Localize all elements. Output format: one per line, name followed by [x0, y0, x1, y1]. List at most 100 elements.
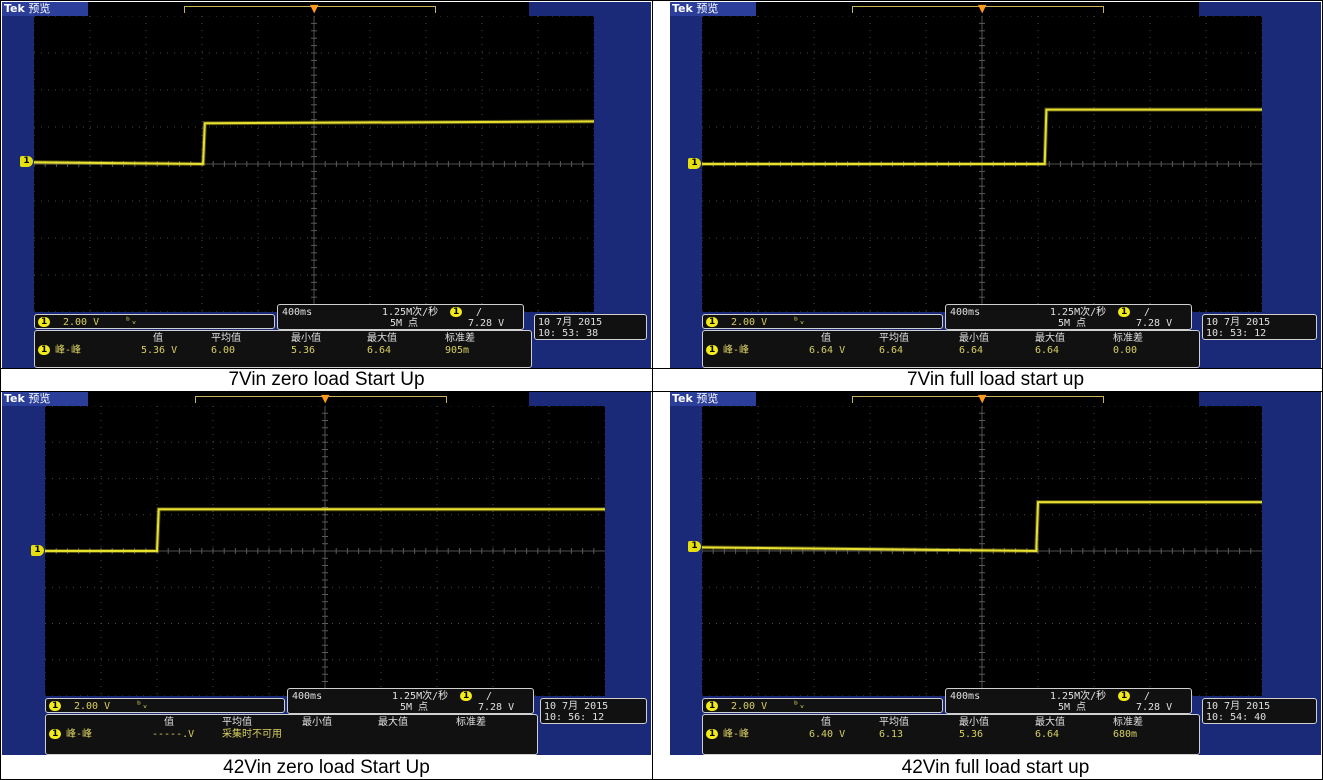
col-header-mean: 平均值 — [222, 717, 252, 728]
col-header-min: 最小值 — [959, 717, 989, 728]
col-header-value: 值 — [164, 717, 174, 728]
channel-1-ground-marker: 1 — [31, 545, 44, 556]
time-readout: 10: 53: 38 — [538, 328, 599, 339]
waveform-trace — [45, 508, 605, 552]
time-readout: 10: 56: 12 — [544, 712, 605, 723]
col-header-stddev: 标准差 — [1113, 717, 1143, 728]
waveform-plot — [34, 16, 594, 312]
acquisition-mode: 预览 — [696, 2, 719, 15]
scope-screen — [702, 406, 1262, 696]
acquisition-mode: 预览 — [28, 392, 51, 405]
acquisition-mode: 预览 — [28, 2, 51, 15]
col-header-max: 最大值 — [367, 333, 397, 344]
scope-panel-2: Tek 预览 ▼ 1 1 2.00 V ᵇᵥ 400ms 1.25M次/秒 5M… — [670, 2, 1321, 368]
col-header-mean: 平均值 — [879, 333, 909, 344]
measurement-type: 峰-峰 — [723, 729, 750, 740]
scope-panel-4: Tek 预览 ▼ 1 1 2.00 V ᵇᵥ 400ms 1.25M次/秒 5M… — [670, 392, 1321, 755]
measurement-panel: 1 峰-峰 值 平均值 最小值 最大值 标准差 5.36 V 6.00 5.36… — [34, 330, 532, 368]
channel-1-badge: 1 — [38, 317, 51, 327]
scope-top-bar — [88, 392, 529, 406]
waveform-trace — [702, 501, 1262, 553]
sample-rate: 1.25M次/秒 — [1050, 691, 1107, 702]
sample-rate: 1.25M次/秒 — [1050, 307, 1107, 318]
channel-settings-panel: 1 2.00 V ᵇᵥ — [702, 698, 943, 713]
bandwidth-icon: ᵇᵥ — [136, 700, 149, 711]
scope-top-bar — [88, 2, 529, 16]
trigger-slope-icon: / — [486, 691, 493, 702]
channel-1-ground-marker: 1 — [20, 156, 33, 168]
record-view-bracket — [852, 6, 1104, 13]
tek-logo: Tek — [672, 2, 693, 15]
record-view-bracket — [195, 396, 447, 403]
table-border-top — [0, 0, 1323, 1]
time-readout: 10: 54: 40 — [1206, 712, 1267, 723]
time-per-div: 400ms — [950, 691, 981, 702]
trigger-level: 7.28 V — [1136, 318, 1173, 329]
channel-settings-panel: 1 2.00 V ᵇᵥ — [45, 698, 285, 713]
trigger-channel-badge: 1 — [1118, 691, 1131, 701]
vertical-scale: 2.00 V — [74, 701, 111, 712]
measurement-mean: 6.00 — [211, 345, 236, 356]
waveform-plot — [45, 406, 605, 696]
caption-1: 7Vin zero load Start Up — [228, 369, 425, 390]
timebase-panel: 400ms 1.25M次/秒 5M 点 1 / 7.28 V — [277, 304, 524, 330]
trigger-slope-icon: / — [1144, 691, 1151, 702]
measurement-value: 6.40 V — [809, 729, 846, 740]
col-header-value: 值 — [821, 333, 831, 344]
col-header-stddev: 标准差 — [456, 717, 486, 728]
measurement-value: 6.64 V — [809, 345, 846, 356]
waveform-plot — [702, 16, 1262, 312]
col-header-value: 值 — [153, 333, 163, 344]
bandwidth-icon: ᵇᵥ — [793, 316, 806, 327]
measurement-panel: 1 峰-峰 值 平均值 最小值 最大值 标准差 -----.V 采集时不可用 — [45, 714, 538, 755]
channel-settings-panel: 1 2.00 V ᵇᵥ — [34, 314, 275, 329]
caption-4: 42Vin full load start up — [901, 757, 1090, 778]
col-header-mean: 平均值 — [879, 717, 909, 728]
trigger-position-icon: ▼ — [978, 392, 987, 405]
measurement-type: 峰-峰 — [66, 729, 93, 740]
trigger-channel-badge: 1 — [450, 307, 463, 317]
measurement-type: 峰-峰 — [55, 345, 82, 356]
col-header-value: 值 — [821, 717, 831, 728]
vertical-scale: 2.00 V — [731, 317, 768, 328]
table-border-row1 — [0, 368, 1323, 369]
measurement-max: 6.64 — [1035, 729, 1060, 740]
trigger-level: 7.28 V — [478, 702, 515, 713]
trigger-position-icon: ▼ — [310, 2, 319, 15]
trigger-position-icon: ▼ — [978, 2, 987, 15]
table-border-mid — [652, 0, 653, 780]
col-header-min: 最小值 — [302, 717, 332, 728]
time-readout: 10: 53: 12 — [1206, 328, 1267, 339]
bandwidth-icon: ᵇᵥ — [793, 700, 806, 711]
record-length: 5M 点 — [400, 702, 429, 713]
waveform-plot — [702, 406, 1262, 696]
channel-1-badge: 1 — [49, 701, 62, 711]
measurement-stddev: 905m — [445, 345, 470, 356]
trigger-channel-badge: 1 — [1118, 307, 1131, 317]
time-per-div: 400ms — [282, 307, 313, 318]
col-header-min: 最小值 — [291, 333, 321, 344]
col-header-min: 最小值 — [959, 333, 989, 344]
datetime-panel: 10 7月 2015 10: 54: 40 — [1202, 698, 1317, 724]
timebase-panel: 400ms 1.25M次/秒 5M 点 1 / 7.28 V — [287, 688, 534, 714]
channel-1-ground-marker: 1 — [688, 541, 701, 553]
measurement-note: 采集时不可用 — [222, 729, 282, 740]
sample-rate: 1.25M次/秒 — [392, 691, 449, 702]
table-border-left — [0, 0, 1, 780]
scope-brand: Tek 预览 — [2, 392, 88, 406]
waveform-trace — [34, 120, 594, 166]
date-readout: 10 7月 2015 — [544, 701, 609, 712]
tek-logo: Tek — [4, 2, 25, 15]
measurement-channel-badge: 1 — [49, 729, 62, 739]
trigger-channel-badge: 1 — [460, 691, 473, 701]
vertical-scale: 2.00 V — [63, 317, 100, 328]
caption-2: 7Vin full load start up — [906, 369, 1085, 390]
caption-3: 42Vin zero load Start Up — [223, 757, 430, 778]
col-header-stddev: 标准差 — [445, 333, 475, 344]
tek-logo: Tek — [672, 392, 693, 405]
col-header-max: 最大值 — [378, 717, 408, 728]
col-header-stddev: 标准差 — [1113, 333, 1143, 344]
date-readout: 10 7月 2015 — [1206, 701, 1271, 712]
measurement-min: 5.36 — [291, 345, 316, 356]
